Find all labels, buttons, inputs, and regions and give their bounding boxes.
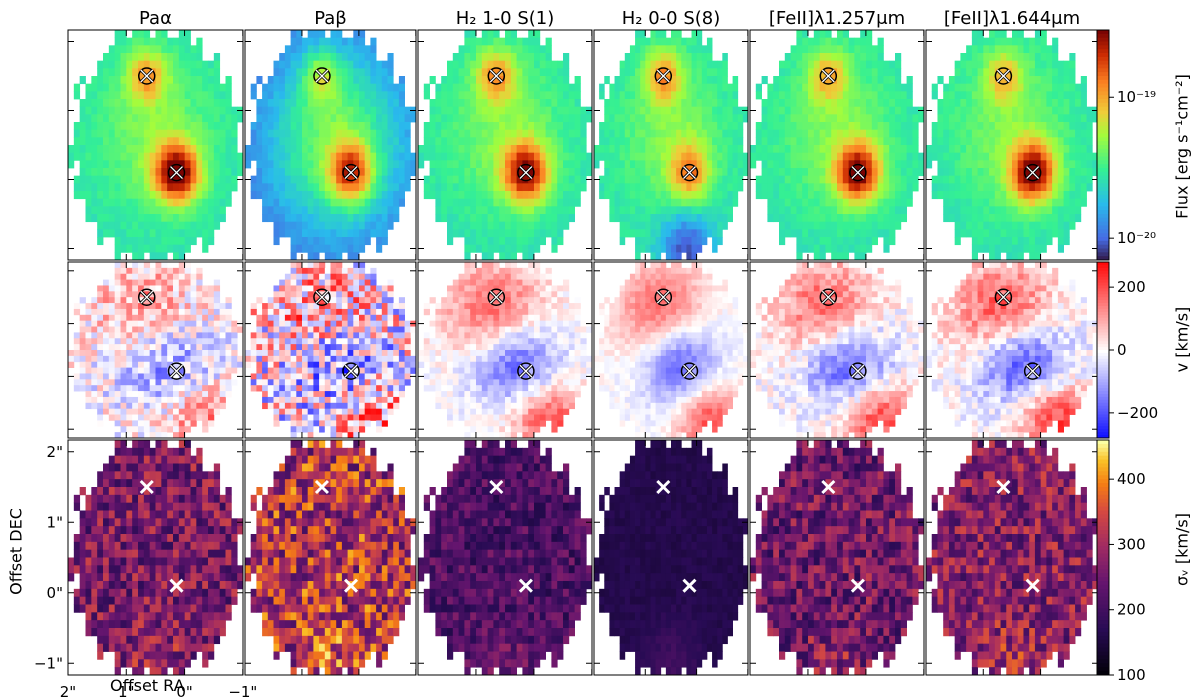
x-tick-label-1: 1" (118, 683, 134, 698)
colorbar-label-flux: Flux [erg s⁻¹cm⁻²] (1172, 74, 1192, 219)
x-tick-label-3: −1" (228, 683, 257, 698)
colorbar-tick-velocity-1: 0 (1117, 341, 1127, 359)
map-panel-r2-c5 (925, 439, 1099, 676)
map-panel-r0-c4 (749, 29, 925, 261)
map-panel-r1-c0 (67, 261, 244, 439)
map-panel-r0-c5 (925, 29, 1099, 261)
x-tick-label-0: 2" (60, 683, 76, 698)
map-panel-r2-c4 (749, 439, 925, 676)
y-tick-label-1: 1" (47, 513, 63, 531)
y-tick-label-2: 0" (47, 584, 63, 602)
colorbar-tick-dispersion-2: 200 (1117, 601, 1146, 619)
column-title-feii-1257: [FeII]λ1.257μm (768, 8, 906, 29)
y-tick-label-0: 2" (47, 443, 63, 461)
map-panel-r0-c2 (417, 29, 593, 261)
column-title-h2-10-s1: H₂ 1-0 S(1) (455, 8, 555, 29)
map-panel-r1-c1 (244, 261, 417, 439)
map-panel-r1-c5 (925, 261, 1099, 439)
map-panel-r0-c1 (244, 29, 417, 261)
map-panel-r1-c2 (417, 261, 593, 439)
map-panel-r2-c3 (593, 439, 749, 676)
colorbar-velocity: 200 0 −200 (1096, 261, 1158, 439)
column-title-h2-00-s8: H₂ 0-0 S(8) (621, 8, 721, 29)
map-panel-r2-c1 (244, 439, 417, 676)
colorbar-tick-dispersion-1: 300 (1117, 535, 1146, 553)
colorbar-label-velocity: v [km/s] (1172, 306, 1192, 373)
y-axis-label: Offset DEC (6, 508, 26, 595)
colorbar-tick-velocity-2: −200 (1117, 404, 1158, 422)
colorbar-dispersion: 400 300 200 100 (1096, 439, 1146, 684)
colorbar-tick-dispersion-3: 100 (1117, 666, 1146, 684)
x-tick-label-2: 0" (176, 683, 192, 698)
colorbar-tick-flux-1: 10⁻²⁰ (1117, 229, 1156, 247)
colorbar-tick-dispersion-0: 400 (1117, 470, 1146, 488)
map-panel-r1-c4 (749, 261, 925, 439)
x-axis-label: Offset RA (110, 676, 185, 695)
column-title-pa-beta: Paβ (314, 8, 347, 29)
colorbar-label-dispersion: σᵥ [km/s] (1172, 513, 1192, 586)
map-panel-r2-c0 (67, 439, 244, 676)
column-title-pa-alpha: Paα (139, 8, 172, 29)
map-panel-r0-c0 (67, 29, 244, 261)
map-panel-r0-c3 (593, 29, 749, 261)
map-panel-r1-c3 (593, 261, 749, 439)
colorbar-tick-velocity-0: 200 (1117, 278, 1146, 296)
column-title-feii-1644: [FeII]λ1.644μm (943, 8, 1081, 29)
colorbar-tick-flux-0: 10⁻¹⁹ (1117, 88, 1156, 106)
colorbar-flux: 10⁻¹⁹ 10⁻²⁰ (1096, 29, 1156, 261)
map-panel-r2-c2 (417, 439, 593, 676)
y-tick-label-3: −1" (34, 654, 63, 672)
